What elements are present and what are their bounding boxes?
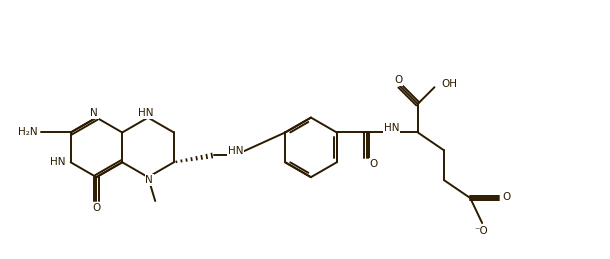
Text: N: N: [145, 175, 153, 185]
Text: OH: OH: [442, 79, 458, 89]
Text: HN: HN: [138, 108, 154, 118]
Text: HN: HN: [228, 146, 243, 156]
Text: ⁻O: ⁻O: [474, 226, 488, 236]
Text: O: O: [370, 159, 378, 169]
Text: H₂N: H₂N: [18, 127, 38, 138]
Text: N: N: [90, 109, 98, 118]
Text: O: O: [394, 75, 402, 85]
Text: HN: HN: [384, 123, 400, 133]
Text: O: O: [92, 203, 101, 213]
Text: HN: HN: [51, 157, 66, 167]
Text: O: O: [503, 192, 511, 202]
